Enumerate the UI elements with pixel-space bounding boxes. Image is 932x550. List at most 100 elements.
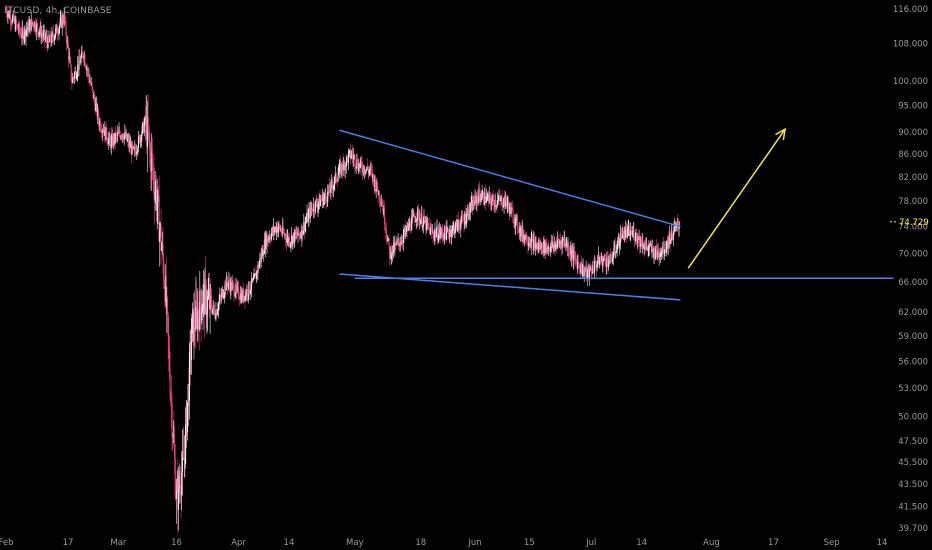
candle-body <box>21 27 23 38</box>
drawings[interactable] <box>339 127 894 301</box>
candle-body <box>626 228 629 238</box>
candle-body <box>114 132 116 142</box>
candle <box>99 118 101 132</box>
candle <box>165 257 167 315</box>
candle <box>160 208 162 265</box>
candle <box>161 241 163 252</box>
candle <box>316 193 318 208</box>
candle-body <box>79 56 81 62</box>
candle-body <box>122 134 124 138</box>
candle <box>575 259 577 265</box>
candle <box>228 271 230 289</box>
candle-body <box>34 21 36 30</box>
candle <box>332 178 334 198</box>
candle-body <box>199 290 201 330</box>
candle-body <box>123 135 125 140</box>
candle-body <box>551 241 553 247</box>
candle <box>539 237 541 252</box>
candle <box>77 56 79 82</box>
candle-body <box>324 192 326 197</box>
candle <box>307 208 309 227</box>
candle-body <box>373 178 375 188</box>
candle <box>577 254 579 274</box>
candle-body <box>151 152 153 158</box>
candle-body <box>243 295 245 301</box>
candle-body <box>383 208 385 215</box>
candle <box>199 286 202 323</box>
candle <box>98 112 100 131</box>
candle <box>601 252 603 264</box>
candle <box>272 224 274 237</box>
candle <box>382 200 384 216</box>
candle <box>653 246 655 265</box>
candle <box>342 164 344 180</box>
candle-body <box>650 245 652 246</box>
candle <box>393 236 395 259</box>
candle-body <box>239 299 241 301</box>
candle <box>175 478 178 524</box>
projection-arrow[interactable] <box>687 127 787 269</box>
candle <box>510 202 512 218</box>
candle <box>370 159 372 177</box>
candle-body <box>427 223 430 227</box>
candle-body <box>503 198 505 207</box>
candle-body <box>43 30 45 33</box>
candle <box>82 55 85 64</box>
candle <box>334 165 337 184</box>
candle <box>183 435 185 478</box>
candle <box>666 240 668 253</box>
candle-body <box>648 247 650 249</box>
candle <box>463 213 465 233</box>
candle-body <box>362 166 364 173</box>
candle <box>409 219 411 233</box>
candle-body <box>334 172 337 177</box>
candle <box>538 240 540 254</box>
candle-body <box>619 243 621 248</box>
candle <box>243 282 245 304</box>
candle <box>154 167 156 225</box>
x-tick-label: 14 <box>284 538 295 548</box>
candle <box>462 210 464 224</box>
candle <box>525 231 527 240</box>
candle <box>533 232 535 244</box>
candle <box>344 161 346 179</box>
candle <box>420 219 422 225</box>
upper-trendline[interactable] <box>339 129 681 228</box>
candle <box>263 232 265 255</box>
candle-body <box>360 159 362 164</box>
candle <box>655 239 658 258</box>
candle <box>453 221 455 235</box>
candle-body <box>649 243 651 246</box>
candle <box>6 6 8 23</box>
y-tick-label: 82.000 <box>898 173 928 183</box>
candle <box>66 32 68 52</box>
candle-body <box>137 148 139 152</box>
candle-body <box>551 241 554 247</box>
candle-body <box>666 241 669 249</box>
candle <box>388 234 390 250</box>
candle-body <box>106 127 108 140</box>
candle <box>569 246 571 256</box>
candle <box>245 288 247 299</box>
candle-body <box>623 230 625 240</box>
candle <box>315 197 317 207</box>
candle <box>637 232 639 250</box>
candle-body <box>292 232 295 237</box>
candle-body <box>617 242 619 247</box>
candle-body <box>542 251 544 253</box>
candle-body <box>298 233 300 235</box>
candle <box>195 276 197 332</box>
candle <box>389 246 391 266</box>
candle-body <box>591 272 593 274</box>
x-axis[interactable]: Feb 17 Mar 16 Apr 14 May 18 Jun 15 Jul 14 Aug 17 Sep 14 <box>0 538 887 548</box>
candle <box>358 160 360 172</box>
y-axis[interactable]: 116.000108.000100.00095.00090.00086.0008… <box>893 5 928 534</box>
candle <box>288 236 290 248</box>
candle-body <box>343 160 345 163</box>
candle <box>220 288 222 301</box>
candle <box>132 145 134 150</box>
candle-body <box>405 228 408 232</box>
candle-body <box>323 196 326 199</box>
candle <box>312 197 315 219</box>
